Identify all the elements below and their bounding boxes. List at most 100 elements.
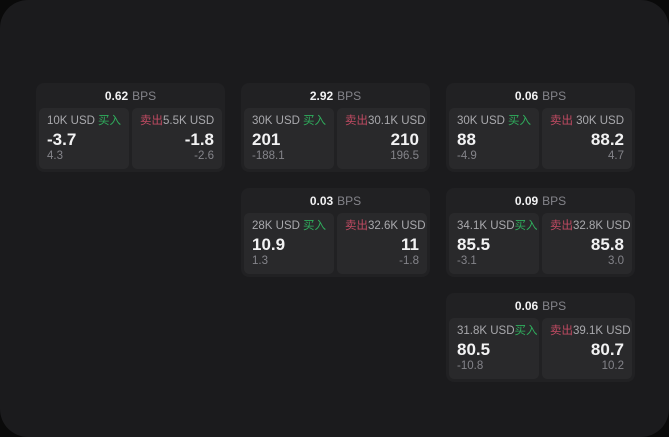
- buy-pane-top: 34.1K USD 买入: [457, 220, 538, 233]
- sell-pane-top: 卖出 30K USD: [550, 115, 624, 128]
- buy-quote-tile[interactable]: 28K USD 买入 10.9 1.3: [244, 213, 334, 274]
- spread-bps-unit: BPS: [542, 88, 567, 103]
- sell-delta: 196.5: [390, 150, 419, 162]
- spread-bps-value: 0.09: [514, 193, 539, 208]
- spread-bps-unit: BPS: [132, 88, 157, 103]
- sell-quote-tile[interactable]: 卖出 5.5K USD -1.8 -2.6: [132, 108, 222, 169]
- sell-notional: 5.5K USD: [163, 115, 215, 127]
- buy-price: -3.7: [47, 130, 77, 149]
- spread-bps-unit: BPS: [542, 193, 567, 208]
- sell-delta: 10.2: [601, 360, 624, 372]
- sell-price: 11: [401, 235, 419, 254]
- buy-notional: 10K USD: [47, 115, 95, 127]
- sell-price: 85.8: [590, 235, 624, 254]
- spread-bps-value: 0.03: [309, 193, 334, 208]
- spread-bps-unit: BPS: [337, 193, 362, 208]
- quote-card: 0.03 BPS 28K USD 买入 10.9 1.3 卖出 32.6K US…: [241, 188, 430, 277]
- spread-bps-unit: BPS: [337, 88, 362, 103]
- sell-delta: -2.6: [194, 150, 214, 162]
- sell-price: 210: [390, 130, 419, 149]
- buy-pane-top: 31.8K USD 买入: [457, 325, 538, 338]
- sell-side-label: 卖出: [550, 220, 573, 232]
- card-body: 10K USD 买入 -3.7 4.3 卖出 5.5K USD -1.8 -2.…: [36, 108, 225, 172]
- buy-notional: 30K USD: [252, 115, 300, 127]
- quote-card: 2.92 BPS 30K USD 买入 201 -188.1 卖出 30.1K …: [241, 83, 430, 172]
- buy-quote-tile[interactable]: 30K USD 买入 88 -4.9: [449, 108, 539, 169]
- buy-side-label: 买入: [514, 220, 538, 232]
- buy-price: 85.5: [457, 235, 491, 254]
- buy-delta: -10.8: [457, 360, 484, 372]
- buy-quote-tile[interactable]: 30K USD 买入 201 -188.1: [244, 108, 334, 169]
- quote-card: 0.62 BPS 10K USD 买入 -3.7 4.3 卖出 5.5K USD…: [36, 83, 225, 172]
- sell-price: -1.8: [184, 130, 214, 149]
- buy-side-label: 买入: [303, 220, 326, 232]
- card-body: 30K USD 买入 201 -188.1 卖出 30.1K USD 210 1…: [241, 108, 430, 172]
- card-body: 31.8K USD 买入 80.5 -10.8 卖出 39.1K USD 80.…: [446, 318, 635, 382]
- card-header: 0.62 BPS: [36, 83, 225, 108]
- buy-notional: 28K USD: [252, 220, 300, 232]
- sell-price: 80.7: [590, 340, 624, 359]
- sell-price: 88.2: [590, 130, 624, 149]
- buy-side-label: 买入: [514, 325, 538, 337]
- buy-quote-tile[interactable]: 34.1K USD 买入 85.5 -3.1: [449, 213, 539, 274]
- sell-quote-tile[interactable]: 卖出 30.1K USD 210 196.5: [337, 108, 427, 169]
- buy-quote-tile[interactable]: 31.8K USD 买入 80.5 -10.8: [449, 318, 539, 379]
- buy-delta: -4.9: [457, 150, 477, 162]
- sell-quote-tile[interactable]: 卖出 39.1K USD 80.7 10.2: [542, 318, 632, 379]
- sell-pane-top: 卖出 32.8K USD: [550, 220, 631, 233]
- buy-side-label: 买入: [98, 115, 121, 127]
- buy-delta: -188.1: [252, 150, 285, 162]
- buy-price: 88: [457, 130, 476, 149]
- card-header: 0.06 BPS: [446, 293, 635, 318]
- card-header: 0.03 BPS: [241, 188, 430, 213]
- buy-price: 201: [252, 130, 281, 149]
- buy-notional: 31.8K USD: [457, 325, 515, 337]
- buy-quote-tile[interactable]: 10K USD 买入 -3.7 4.3: [39, 108, 129, 169]
- buy-delta: -3.1: [457, 255, 477, 267]
- spread-bps-unit: BPS: [542, 298, 567, 313]
- sell-quote-tile[interactable]: 卖出 32.8K USD 85.8 3.0: [542, 213, 632, 274]
- card-header: 2.92 BPS: [241, 83, 430, 108]
- quote-card: 0.09 BPS 34.1K USD 买入 85.5 -3.1 卖出 32.8K…: [446, 188, 635, 277]
- sell-quote-tile[interactable]: 卖出 32.6K USD 11 -1.8: [337, 213, 427, 274]
- buy-price: 10.9: [252, 235, 286, 254]
- buy-notional: 34.1K USD: [457, 220, 515, 232]
- card-body: 34.1K USD 买入 85.5 -3.1 卖出 32.8K USD 85.8…: [446, 213, 635, 277]
- sell-side-label: 卖出: [550, 115, 573, 127]
- sell-side-label: 卖出: [140, 115, 163, 127]
- sell-notional: 30.1K USD: [368, 115, 426, 127]
- buy-delta: 4.3: [47, 150, 63, 162]
- sell-pane-top: 卖出 32.6K USD: [345, 220, 426, 233]
- spread-bps-value: 2.92: [309, 88, 334, 103]
- sell-notional: 32.6K USD: [368, 220, 426, 232]
- sell-side-label: 卖出: [550, 325, 573, 337]
- card-body: 30K USD 买入 88 -4.9 卖出 30K USD 88.2 4.7: [446, 108, 635, 172]
- buy-pane-top: 30K USD 买入: [252, 115, 326, 128]
- sell-delta: -1.8: [399, 255, 419, 267]
- sell-side-label: 卖出: [345, 115, 368, 127]
- sell-side-label: 卖出: [345, 220, 368, 232]
- quote-card: 0.06 BPS 30K USD 买入 88 -4.9 卖出 30K USD 8…: [446, 83, 635, 172]
- card-body: 28K USD 买入 10.9 1.3 卖出 32.6K USD 11 -1.8: [241, 213, 430, 277]
- spread-bps-value: 0.06: [514, 298, 539, 313]
- card-header: 0.09 BPS: [446, 188, 635, 213]
- card-header: 0.06 BPS: [446, 83, 635, 108]
- quote-card: 0.06 BPS 31.8K USD 买入 80.5 -10.8 卖出 39.1…: [446, 293, 635, 382]
- buy-pane-top: 28K USD 买入: [252, 220, 326, 233]
- sell-quote-tile[interactable]: 卖出 30K USD 88.2 4.7: [542, 108, 632, 169]
- sell-delta: 4.7: [608, 150, 624, 162]
- sell-pane-top: 卖出 5.5K USD: [140, 115, 214, 128]
- sell-pane-top: 卖出 39.1K USD: [550, 325, 631, 338]
- sell-delta: 3.0: [608, 255, 624, 267]
- buy-notional: 30K USD: [457, 115, 505, 127]
- sell-pane-top: 卖出 30.1K USD: [345, 115, 426, 128]
- buy-side-label: 买入: [303, 115, 326, 127]
- quote-cards-grid: 0.62 BPS 10K USD 买入 -3.7 4.3 卖出 5.5K USD…: [36, 83, 635, 382]
- spread-bps-value: 0.06: [514, 88, 539, 103]
- buy-pane-top: 10K USD 买入: [47, 115, 121, 128]
- sell-notional: 32.8K USD: [573, 220, 631, 232]
- buy-delta: 1.3: [252, 255, 268, 267]
- buy-price: 80.5: [457, 340, 491, 359]
